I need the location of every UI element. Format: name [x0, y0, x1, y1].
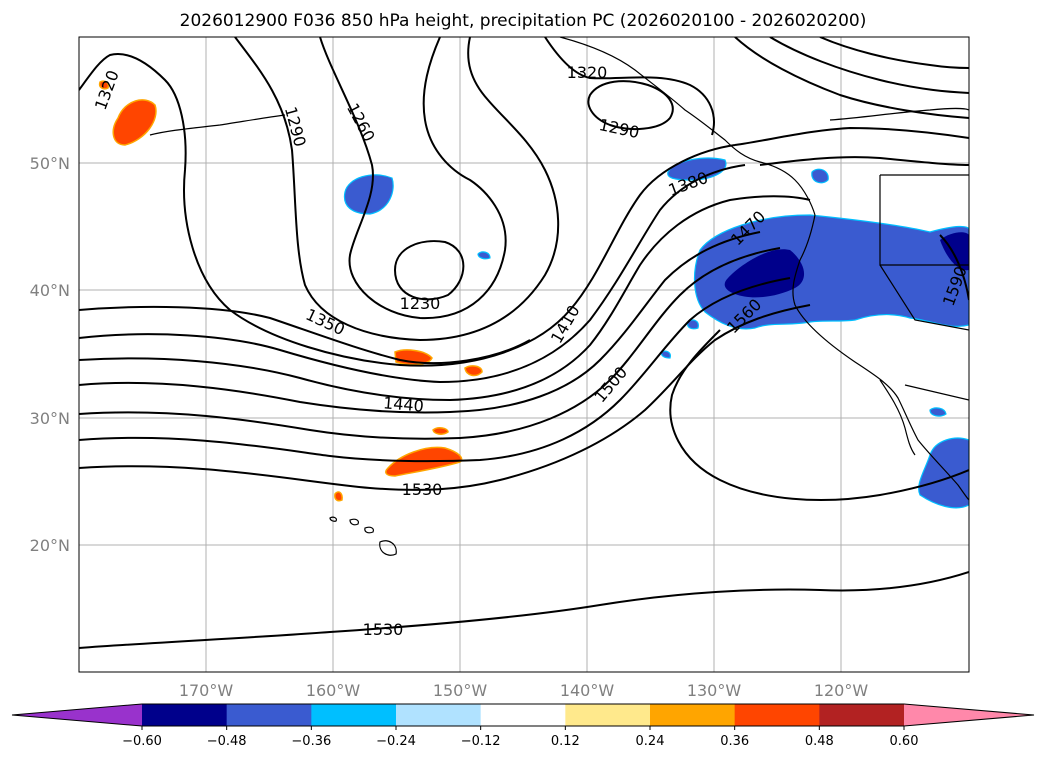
contour-north-3: [819, 37, 969, 69]
hawaii-2: [349, 518, 360, 526]
lon-label-120w: 120°W: [814, 681, 869, 700]
lon-label-140w: 140°W: [560, 681, 615, 700]
colorbar-extend-min: [12, 704, 142, 726]
precip-area-subtropic-2: [464, 365, 483, 377]
colorbar-tick-label: −0.12: [461, 734, 501, 749]
latitude-labels: 50°N 40°N 30°N 20°N: [30, 154, 70, 555]
contour-1590: [939, 234, 969, 301]
colorbar-segment: [734, 704, 820, 726]
lat-label-40n: 40°N: [30, 281, 70, 300]
lat-label-20n: 20°N: [30, 536, 70, 555]
contour-label-1440: 1440: [382, 393, 424, 415]
lat-label-30n: 30°N: [30, 409, 70, 428]
colorbar-tick-label: −0.60: [122, 734, 162, 749]
hawaii-4: [379, 540, 397, 556]
hawaii-1: [329, 516, 338, 522]
precip-area-west-us-core: [724, 249, 805, 298]
map-frame: [78, 36, 970, 673]
colorbar-tick-label: −0.24: [376, 734, 416, 749]
precip-area-small-6: [432, 427, 449, 435]
us-mexico-border: [904, 384, 969, 401]
contour-1290-east: [587, 80, 674, 130]
contour-label-1530-b: 1530: [363, 620, 404, 639]
baja-peninsula: [879, 379, 916, 456]
colorbar-tick-label: 0.48: [805, 734, 834, 749]
colorbar-tick-label: 0.36: [720, 734, 749, 749]
precip-area-small-5: [660, 350, 671, 359]
canada-interior: [829, 107, 969, 121]
lat-label-50n: 50°N: [30, 154, 70, 173]
contour-east-1: [734, 126, 969, 146]
colorbar-segment: [226, 704, 312, 726]
contour-1290-west: [234, 37, 560, 342]
colorbar-segment: [565, 704, 651, 726]
colorbar-extend-max: [904, 704, 1034, 726]
colorbar-segment: [650, 704, 736, 726]
colorbar-tick-label: −0.36: [291, 734, 331, 749]
colorbar-segment: [819, 704, 905, 726]
precip-area-small-7: [334, 491, 343, 502]
contour-1560: [669, 329, 969, 501]
precip-area-west-us: [693, 214, 969, 330]
precip-area-small-1: [811, 168, 829, 184]
colorbar-tick-label: −0.48: [207, 734, 247, 749]
lon-label-170w: 170°W: [179, 681, 234, 700]
coastlines: [149, 37, 969, 556]
colorbar: −0.60 −0.48 −0.36 −0.24 −0.12 0.12 0.24 0.36 0.4…: [11, 703, 1035, 749]
precip-area-small-4: [687, 319, 699, 330]
contour-label-1530-a: 1530: [402, 480, 443, 499]
precip-area-bc-coast: [667, 157, 727, 181]
contour-label-1320-e: 1320: [567, 63, 608, 82]
lon-label-130w: 130°W: [687, 681, 742, 700]
hawaii-3: [364, 526, 375, 534]
longitude-labels: 170°W 160°W 150°W 140°W 130°W 120°W: [179, 681, 869, 700]
contour-1500: [79, 277, 791, 463]
contour-1470: [79, 247, 781, 440]
contour-north-1: [734, 37, 969, 119]
contour-label-1230: 1230: [400, 294, 441, 313]
map-panel: 1320 1290 1260 1230 1350 1440 1530 1530 …: [78, 36, 970, 673]
aleutian-chain: [149, 114, 286, 136]
precip-area-gulf-alaska: [343, 174, 394, 215]
north-america-coast: [792, 214, 969, 501]
colorbar-tick-label: 0.24: [636, 734, 665, 749]
precip-negative-areas: [343, 157, 969, 509]
precip-area-aleutian: [112, 99, 157, 146]
contour-1440: [79, 231, 761, 414]
colorbar-segment: [396, 704, 482, 726]
contour-1320-west: [79, 53, 736, 367]
contour-1260: [319, 37, 507, 320]
colorbar-segment: [142, 704, 228, 726]
precip-area-core-2: [940, 232, 969, 271]
colorbar-tick-label: 0.12: [551, 734, 580, 749]
contour-1380: [79, 164, 746, 384]
precip-area-small-2: [929, 407, 947, 417]
contour-1530-b: [79, 571, 969, 649]
chart-title: 2026012900 F036 850 hPa height, precipit…: [180, 11, 867, 31]
height-contours: [79, 37, 969, 649]
contour-1530-a: [79, 304, 811, 491]
contour-1350: [79, 305, 531, 365]
lon-label-160w: 160°W: [306, 681, 361, 700]
precip-area-small-8: [98, 80, 110, 90]
precip-area-small-3: [477, 251, 491, 260]
colorbar-segment: [480, 704, 566, 726]
contour-1230: [393, 240, 465, 301]
colorbar-tick-label: 0.60: [890, 734, 919, 749]
contour-east-2: [759, 156, 969, 166]
state-border-2: [879, 264, 969, 331]
colorbar-segment: [311, 704, 397, 726]
map-background: [79, 37, 969, 672]
contour-1320-east: [544, 37, 715, 136]
alaska-coast: [559, 37, 816, 216]
lon-label-150w: 150°W: [433, 681, 488, 700]
contour-north-2: [769, 37, 969, 94]
contour-1410: [79, 195, 811, 402]
